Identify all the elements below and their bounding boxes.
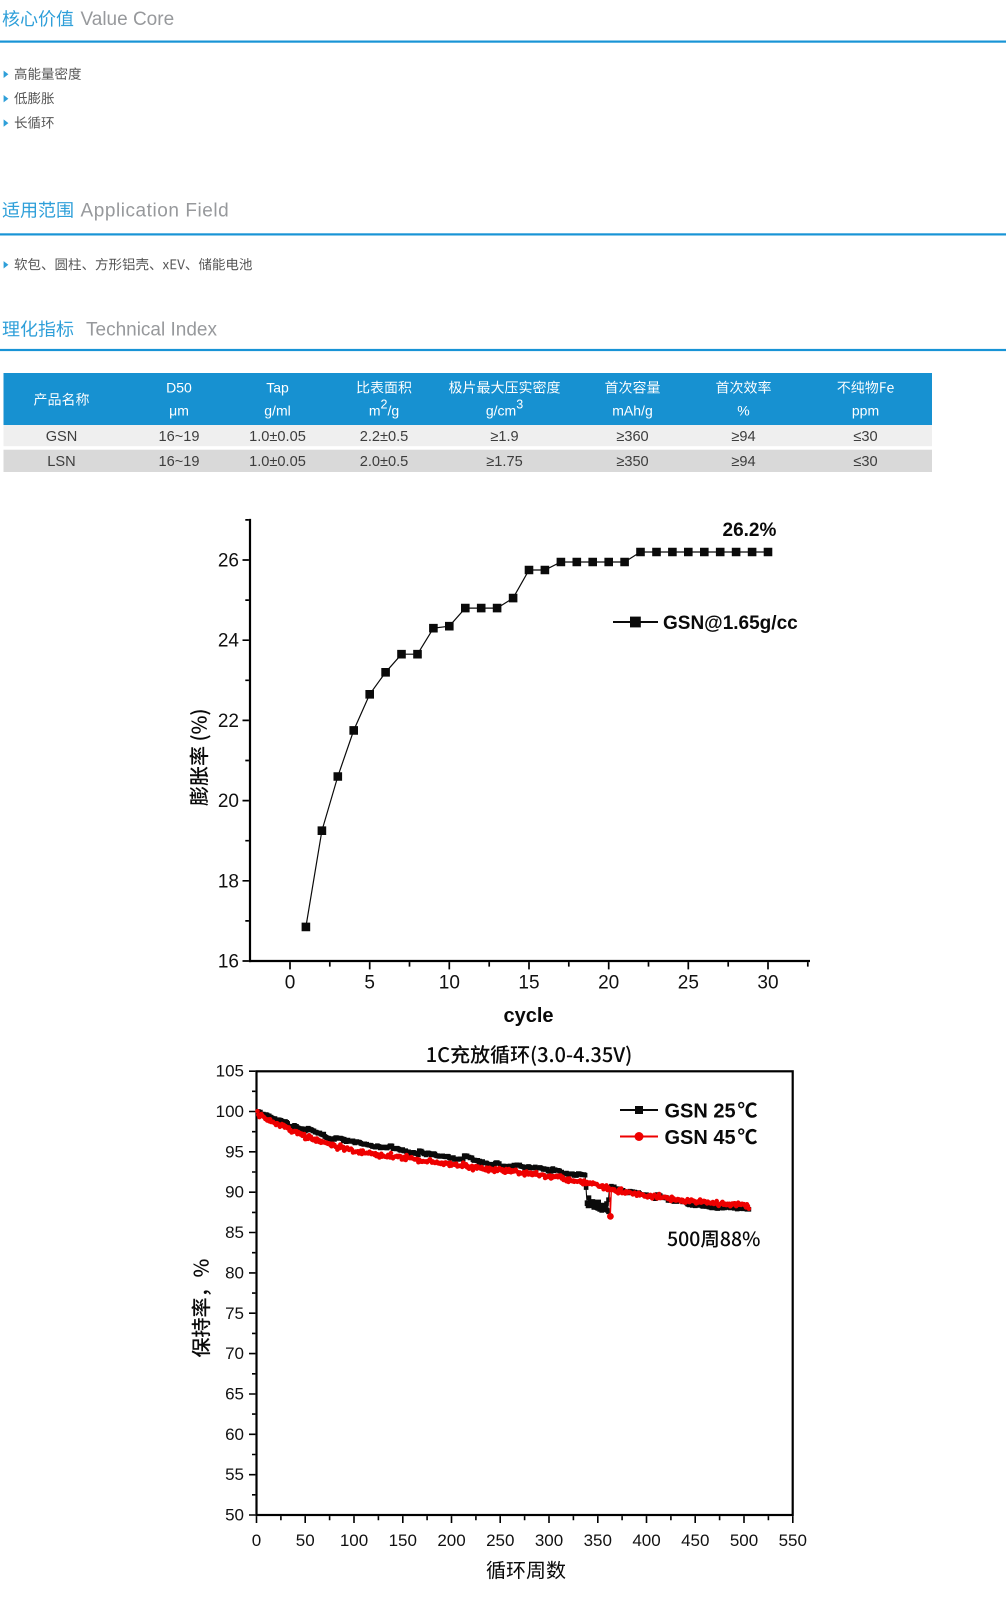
svg-text:400: 400 — [632, 1531, 660, 1550]
svg-text:Value Core: Value Core — [81, 9, 175, 30]
svg-text:10: 10 — [439, 973, 460, 994]
svg-text:200: 200 — [437, 1531, 465, 1550]
svg-text:350: 350 — [584, 1531, 612, 1550]
svg-text:50: 50 — [296, 1531, 315, 1550]
svg-text:85: 85 — [225, 1223, 244, 1242]
svg-text:Technical Index: Technical Index — [86, 320, 217, 341]
svg-text:250: 250 — [486, 1531, 514, 1550]
svg-text:Application Field: Application Field — [81, 201, 230, 222]
svg-text:≥1.9: ≥1.9 — [490, 429, 518, 445]
svg-text:1.0±0.05: 1.0±0.05 — [249, 454, 306, 470]
svg-text:≤30: ≤30 — [853, 429, 877, 445]
svg-text:m2/g: m2/g — [369, 398, 399, 419]
svg-text:0: 0 — [252, 1531, 261, 1550]
svg-text:g/ml: g/ml — [264, 403, 290, 419]
svg-text:ppm: ppm — [852, 403, 879, 419]
svg-text:22: 22 — [218, 711, 239, 732]
svg-text:75: 75 — [225, 1304, 244, 1323]
svg-text:50: 50 — [225, 1506, 244, 1525]
svg-text:30: 30 — [757, 973, 778, 994]
svg-text:≤30: ≤30 — [853, 454, 877, 470]
svg-text:150: 150 — [389, 1531, 417, 1550]
svg-text:%: % — [737, 403, 749, 419]
svg-text:2.0±0.5: 2.0±0.5 — [360, 454, 409, 470]
svg-text:100: 100 — [216, 1102, 244, 1121]
svg-text:15: 15 — [518, 973, 539, 994]
svg-text:GSN@1.65g/cc: GSN@1.65g/cc — [663, 613, 798, 634]
svg-text:26.2%: 26.2% — [723, 520, 777, 541]
svg-text:cycle: cycle — [503, 1005, 553, 1027]
svg-text:LSN: LSN — [47, 454, 75, 470]
svg-text:90: 90 — [225, 1183, 244, 1202]
svg-text:≥1.75: ≥1.75 — [486, 454, 522, 470]
svg-text:550: 550 — [779, 1531, 807, 1550]
svg-text:μm: μm — [169, 403, 189, 419]
svg-text:70: 70 — [225, 1344, 244, 1363]
svg-text:55: 55 — [225, 1465, 244, 1484]
svg-text:GSN 45: GSN 45 — [665, 1127, 736, 1149]
svg-text:105: 105 — [216, 1062, 244, 1081]
svg-text:25: 25 — [678, 973, 699, 994]
svg-text:mAh/g: mAh/g — [612, 403, 652, 419]
svg-text:≥94: ≥94 — [731, 454, 755, 470]
svg-text:16~19: 16~19 — [159, 454, 200, 470]
svg-text:18: 18 — [218, 871, 239, 892]
svg-text:20: 20 — [218, 791, 239, 812]
svg-text:60: 60 — [225, 1425, 244, 1444]
svg-text:20: 20 — [598, 973, 619, 994]
svg-text:450: 450 — [681, 1531, 709, 1550]
svg-text:26: 26 — [218, 551, 239, 572]
svg-text:65: 65 — [225, 1384, 244, 1403]
svg-text:g/cm3: g/cm3 — [486, 398, 523, 419]
svg-text:D50: D50 — [166, 380, 192, 396]
svg-text:2.2±0.5: 2.2±0.5 — [360, 429, 409, 445]
svg-text:80: 80 — [225, 1263, 244, 1282]
svg-text:GSN 25: GSN 25 — [665, 1101, 736, 1123]
svg-text:24: 24 — [218, 631, 240, 652]
svg-text:16: 16 — [218, 952, 239, 973]
svg-text:100: 100 — [340, 1531, 368, 1550]
svg-text:≥94: ≥94 — [731, 429, 755, 445]
svg-text:500: 500 — [730, 1531, 758, 1550]
svg-text:≥360: ≥360 — [616, 429, 648, 445]
svg-text:0: 0 — [285, 973, 296, 994]
svg-text:1.0±0.05: 1.0±0.05 — [249, 429, 306, 445]
svg-text:5: 5 — [364, 973, 375, 994]
svg-text:16~19: 16~19 — [159, 429, 200, 445]
svg-text:300: 300 — [535, 1531, 563, 1550]
svg-text:Tap: Tap — [266, 380, 289, 396]
svg-text:95: 95 — [225, 1142, 244, 1161]
svg-text:≥350: ≥350 — [616, 454, 648, 470]
svg-text:GSN: GSN — [46, 429, 78, 445]
